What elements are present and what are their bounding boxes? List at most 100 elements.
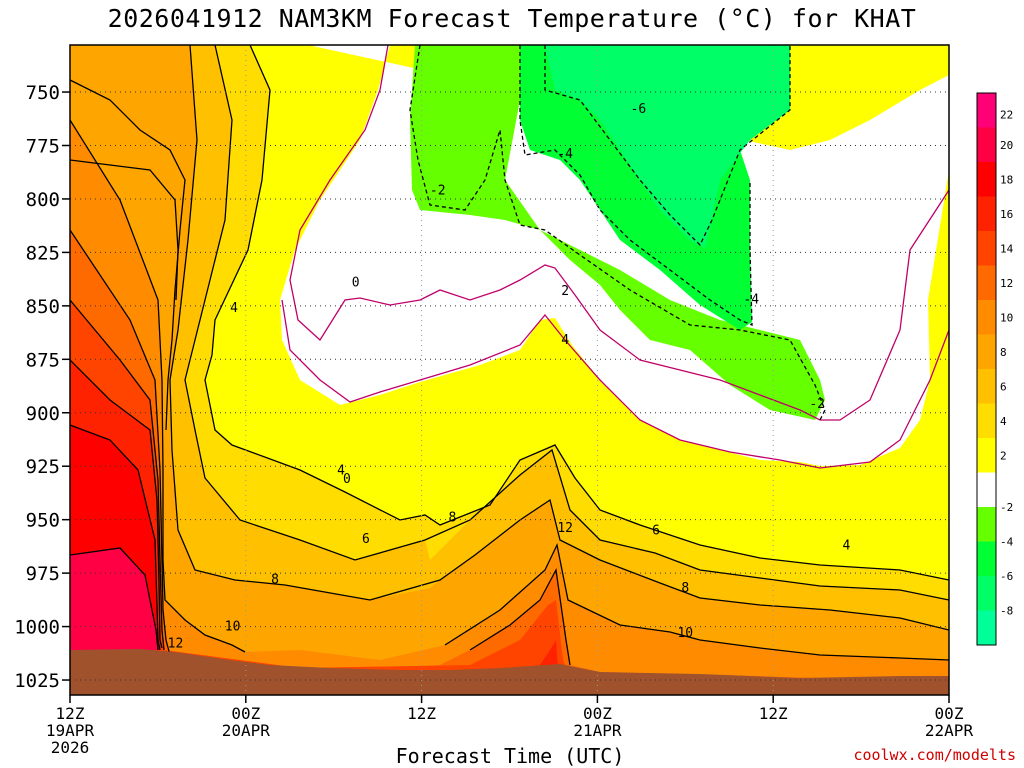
contour-line — [519, 45, 753, 326]
y-tick-label: 850 — [26, 296, 60, 318]
colorbar-bin — [977, 472, 996, 508]
y-tick-label: 800 — [26, 189, 60, 211]
x-tick-label: 12Z — [56, 704, 85, 723]
band-20-22 — [70, 548, 158, 652]
contour-label: 4 — [561, 333, 569, 348]
x-tick-label: 20APR — [222, 721, 271, 740]
colorbar-label: 18 — [1000, 173, 1013, 186]
contour-label: 0 — [343, 472, 351, 487]
cold-band — [410, 45, 825, 420]
y-tick-label: 950 — [26, 510, 60, 532]
colorbar-label: 22 — [1000, 108, 1013, 121]
contour-line — [289, 45, 949, 421]
contour-label: 4 — [337, 463, 345, 478]
contour-label: 10 — [677, 626, 693, 641]
contour-line — [409, 45, 826, 421]
colorbar-label: -6 — [1000, 570, 1013, 583]
colorbar-label: 12 — [1000, 277, 1013, 290]
y-tick-label: 775 — [26, 135, 60, 157]
y-tick-label: 1025 — [14, 670, 60, 692]
colorbar-label: -8 — [1000, 605, 1013, 618]
contour-label: -6 — [631, 102, 647, 117]
contour-line — [70, 229, 171, 656]
contour-label: 8 — [681, 581, 689, 596]
colorbar-label: 4 — [1000, 415, 1007, 428]
contour-line — [469, 567, 571, 666]
contour-line — [70, 424, 161, 651]
colorbar-label: -4 — [1000, 536, 1014, 549]
contour-label: 4 — [843, 538, 851, 553]
contour-label: 2 — [561, 284, 569, 299]
colorbar-bin — [977, 127, 996, 163]
y-tick-label: 875 — [26, 349, 60, 371]
colorbar-label: 14 — [1000, 242, 1014, 255]
contour-label: 4 — [230, 301, 238, 316]
x-tick-label: 19APR — [46, 721, 95, 740]
contour-label: 8 — [271, 573, 279, 588]
y-tick-label: 900 — [26, 403, 60, 425]
band-4-6 — [70, 45, 949, 695]
colorbar-label: -2 — [1000, 501, 1013, 514]
colorbar-bin — [977, 196, 996, 232]
x-tick-label: 00Z — [935, 704, 964, 723]
terrain — [70, 649, 949, 695]
colorbar-bin — [977, 334, 996, 370]
colorbar-bin — [977, 369, 996, 404]
contour-label: -2 — [809, 397, 825, 412]
cold-band — [545, 45, 790, 248]
colorbar-bin — [977, 300, 996, 335]
x-tick-label: 21APR — [573, 721, 622, 740]
colorbar-label: 6 — [1000, 380, 1007, 393]
contour-label: 12 — [557, 521, 573, 536]
colorbar-bin — [977, 438, 996, 473]
y-tick-label: 975 — [26, 563, 60, 585]
contour-line — [70, 359, 163, 649]
contour-label: 6 — [362, 532, 370, 547]
y-tick-label: 750 — [26, 82, 60, 104]
colorbar-bin — [977, 162, 996, 197]
colorbar-label: 16 — [1000, 208, 1013, 221]
colorbar-bin — [977, 265, 996, 301]
contour-line — [169, 45, 949, 631]
x-tick-label: 2026 — [51, 738, 90, 757]
colorbar-bin — [977, 541, 996, 577]
x-axis-title: Forecast Time (UTC) — [395, 744, 625, 768]
colorbar-label: 10 — [1000, 311, 1013, 324]
x-tick-label: 12Z — [407, 704, 436, 723]
colorbar-label: 2 — [1000, 449, 1007, 462]
colorbar-frame — [976, 92, 997, 646]
y-tick-label: 925 — [26, 456, 60, 478]
contour-label: 0 — [352, 275, 360, 290]
colorbar-bin — [977, 231, 996, 266]
contour-label: 6 — [652, 523, 660, 538]
contour-line — [70, 119, 246, 653]
colorbar-bin — [977, 507, 996, 542]
contour-line — [70, 79, 186, 431]
contour-label: -2 — [430, 183, 446, 198]
contour-line — [444, 542, 949, 661]
contour-line — [544, 45, 791, 247]
colorbar-bin — [977, 610, 996, 646]
colorbar-bin — [977, 403, 996, 439]
contour-line — [70, 547, 159, 651]
colorbar-bin — [977, 576, 996, 611]
chart-title: 2026041912 NAM3KM Forecast Temperature (… — [107, 4, 917, 33]
contour-line — [70, 299, 165, 651]
x-tick-label: 12Z — [759, 704, 788, 723]
source-credit: coolwx.com/modelts — [853, 746, 1016, 764]
contour-line — [70, 159, 179, 301]
contour-label: -4 — [743, 292, 759, 307]
contour-label: -4 — [557, 147, 573, 162]
contour-label: 8 — [448, 511, 456, 526]
contour-line — [281, 299, 949, 469]
x-tick-label: 22APR — [925, 721, 974, 740]
x-tick-label: 00Z — [231, 704, 260, 723]
contour-line — [204, 45, 949, 581]
y-tick-label: 825 — [26, 242, 60, 264]
colorbar-label: 20 — [1000, 139, 1013, 152]
contour-label: 12 — [168, 637, 184, 652]
contour-label: 10 — [225, 620, 241, 635]
